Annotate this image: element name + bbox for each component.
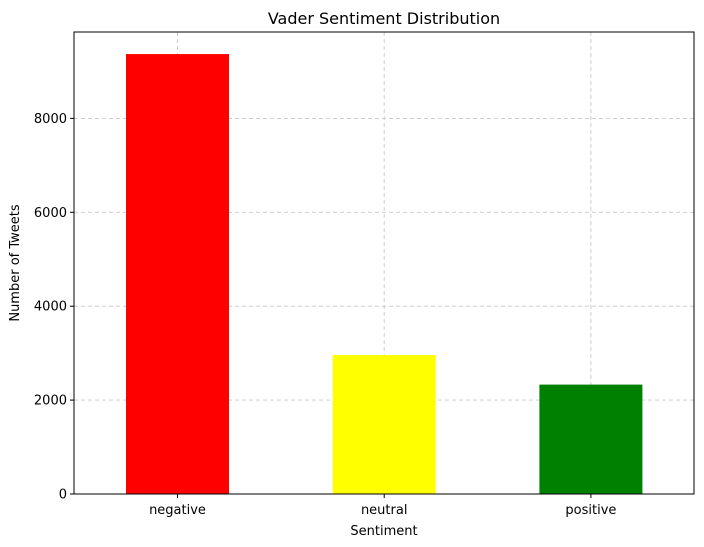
y-tick-label: 8000: [34, 112, 67, 127]
y-tick-label: 4000: [34, 300, 67, 315]
y-tick-label: 2000: [34, 394, 67, 409]
bar-negative: [126, 54, 229, 494]
x-tick-label: negative: [149, 503, 206, 518]
x-axis-label: Sentiment: [350, 524, 417, 539]
ticks: 0 2000 4000 6000 8000 negative neutral positive: [34, 112, 616, 518]
bar-neutral: [332, 355, 436, 494]
chart-title: Vader Sentiment Distribution: [268, 9, 500, 28]
bar-positive: [539, 384, 643, 494]
y-tick-label: 6000: [34, 206, 67, 221]
bars: [126, 54, 643, 494]
y-axis-label: Number of Tweets: [8, 204, 23, 322]
x-tick-label: neutral: [361, 503, 408, 518]
y-tick-label: 0: [59, 488, 67, 503]
x-tick-label: positive: [565, 503, 616, 518]
